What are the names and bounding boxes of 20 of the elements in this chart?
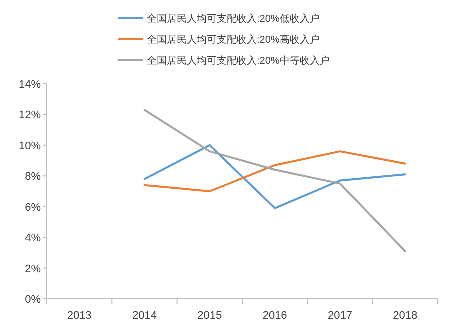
x-tick-label: 2014 bbox=[132, 310, 157, 322]
line-series bbox=[144, 144, 406, 210]
x-tick-label: 2018 bbox=[393, 310, 418, 322]
y-tick-label: 0% bbox=[25, 294, 42, 306]
y-tick-label: 14% bbox=[18, 79, 42, 91]
y-tick-label: 6% bbox=[25, 202, 42, 214]
y-tick-label: 2% bbox=[25, 263, 42, 276]
line-series bbox=[144, 109, 406, 252]
x-tick-label: 2016 bbox=[262, 310, 288, 322]
x-tick-label: 2013 bbox=[67, 310, 92, 322]
y-tick-label: 10% bbox=[18, 140, 42, 152]
y-tick-label: 8% bbox=[25, 171, 42, 184]
y-tick-label: 12% bbox=[18, 110, 42, 122]
y-tick-label: 4% bbox=[25, 232, 42, 245]
legend-label: 全国居民人均可支配收入:20%低收入户 bbox=[147, 13, 320, 25]
x-tick-label: 2017 bbox=[328, 310, 352, 322]
line-series bbox=[144, 150, 406, 192]
legend-label: 全国居民人均可支配收入:20%中等收入户 bbox=[147, 55, 330, 67]
x-tick-label: 2015 bbox=[198, 310, 222, 322]
legend-label: 全国居民人均可支配收入:20%高收入户 bbox=[147, 34, 320, 46]
